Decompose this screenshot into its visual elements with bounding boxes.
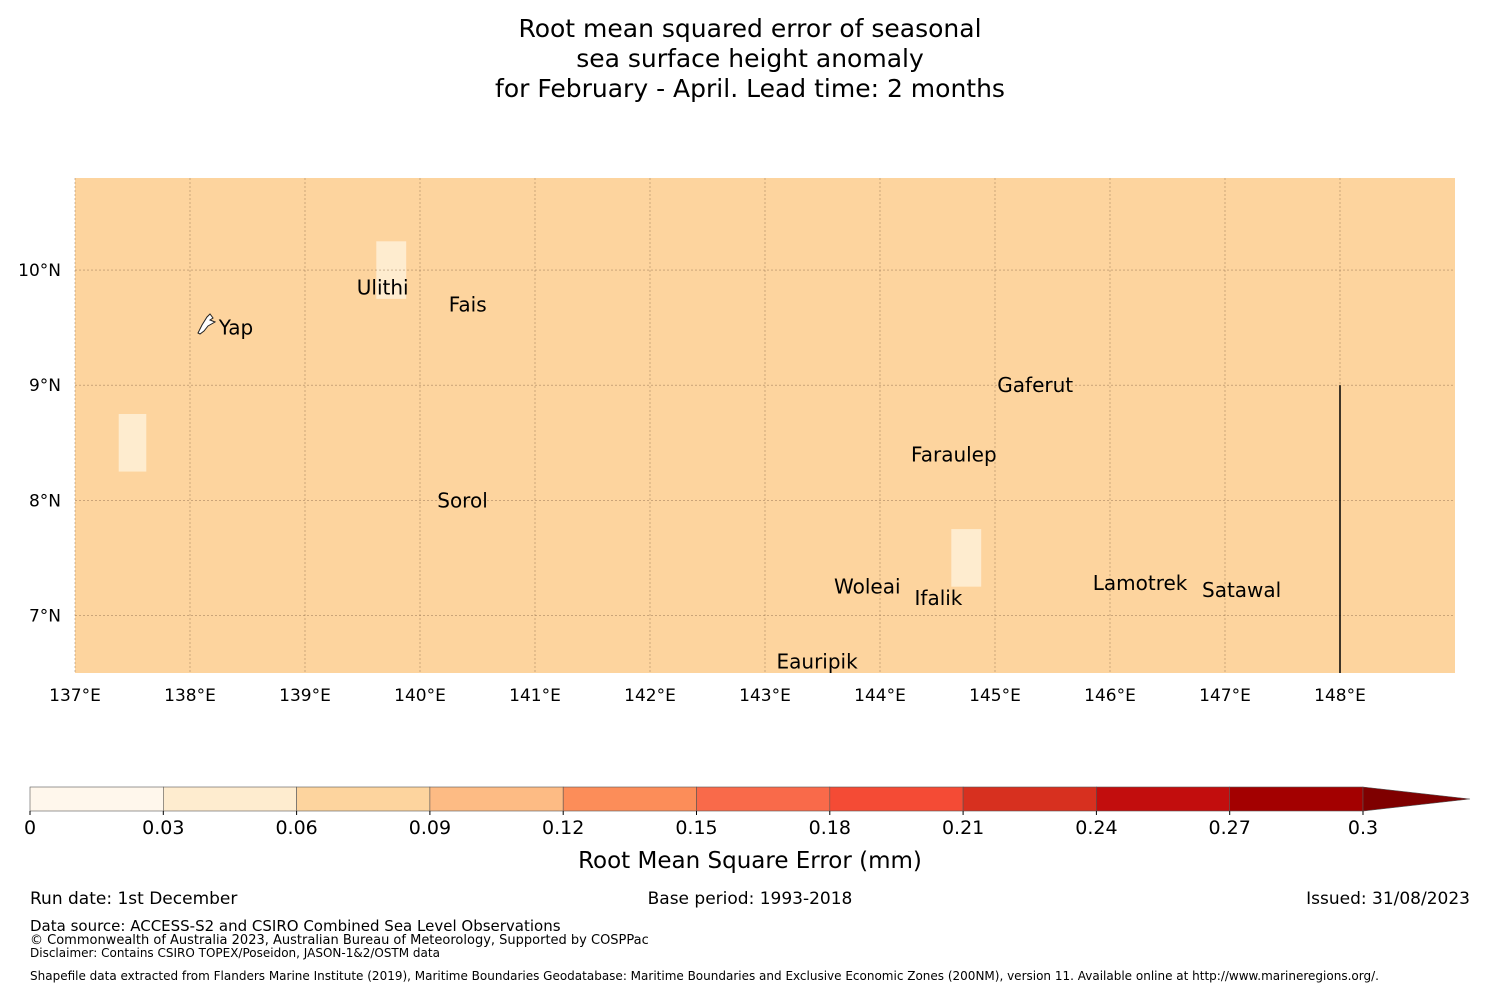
rmse-cell-9 bbox=[1096, 471, 1239, 501]
colorbar-swatch-4 bbox=[562, 786, 697, 812]
place-label-satawal: Satawal bbox=[1202, 578, 1281, 602]
colorbar-swatch-7 bbox=[962, 786, 1097, 812]
place-label-sorol: Sorol bbox=[437, 488, 488, 512]
colorbar-tick-label: 0.3 bbox=[1348, 817, 1378, 839]
run-date: Run date: 1st December bbox=[30, 889, 238, 909]
title-line-1: Root mean squared error of seasonal bbox=[518, 14, 982, 43]
shapefile-credit: Shapefile data extracted from Flanders M… bbox=[30, 969, 1379, 983]
colorbar-tick-label: 0.18 bbox=[809, 817, 851, 839]
lon-tick-label: 140°E bbox=[394, 686, 446, 706]
colorbar-tick-label: 0.24 bbox=[1075, 817, 1117, 839]
lon-tick-label: 137°E bbox=[49, 686, 101, 706]
copyright: © Commonwealth of Australia 2023, Austra… bbox=[30, 933, 649, 948]
colorbar-tick-label: 0.21 bbox=[942, 817, 984, 839]
place-label-gaferut: Gaferut bbox=[997, 373, 1073, 397]
lat-tick-label: 8°N bbox=[29, 491, 61, 511]
colorbar-swatch-8 bbox=[1096, 786, 1231, 812]
rmse-cell-5 bbox=[636, 413, 694, 443]
place-label-lamotrek: Lamotrek bbox=[1093, 571, 1188, 595]
colorbar-label: Root Mean Square Error (mm) bbox=[578, 848, 922, 874]
rmse-cell-6 bbox=[1066, 327, 1239, 357]
axis-tick-labels: 137°E 138°E 139°E 140°E 141°E 142°E 143°E 144°E… bbox=[18, 261, 1366, 706]
lon-tick-label: 143°E bbox=[739, 686, 791, 706]
lon-tick-label: 141°E bbox=[509, 686, 561, 706]
title-line-2: sea surface height anomaly bbox=[576, 44, 924, 73]
rmse-cell-10 bbox=[1123, 500, 1239, 530]
colorbar-swatch-2 bbox=[296, 786, 431, 812]
disclaimer: Disclaimer: Contains CSIRO TOPEX/Poseido… bbox=[30, 946, 440, 960]
colorbar-extend-arrow bbox=[1362, 786, 1471, 812]
graticule bbox=[74, 178, 1455, 673]
lon-tick-label: 138°E bbox=[164, 686, 216, 706]
colorbar-ticks: 0 0.03 0.06 0.09 0.12 0.15 0.18 0.21 0.24 0.27 0.3 bbox=[24, 811, 1378, 839]
islands bbox=[197, 313, 217, 335]
colorbar-swatch-9 bbox=[1229, 786, 1364, 812]
place-label-woleai: Woleai bbox=[834, 575, 901, 599]
chart-title: Root mean squared error of seasonal sea … bbox=[0, 14, 1500, 104]
lon-tick-label: 146°E bbox=[1084, 686, 1136, 706]
lon-tick-label: 148°E bbox=[1314, 686, 1366, 706]
rmse-cell-3 bbox=[491, 442, 549, 472]
colorbar-swatch-0 bbox=[29, 786, 164, 812]
place-label-yap: Yap bbox=[218, 316, 253, 340]
yap-island-icon bbox=[197, 313, 217, 335]
colorbar-tick-label: 0.09 bbox=[409, 817, 451, 839]
colorbar-tick-label: 0 bbox=[24, 817, 36, 839]
rmse-cell-8 bbox=[1066, 442, 1269, 472]
lon-tick-label: 142°E bbox=[624, 686, 676, 706]
place-label-ulithi: Ulithi bbox=[357, 275, 409, 299]
lon-tick-label: 139°E bbox=[279, 686, 331, 706]
rmse-cell-4 bbox=[548, 413, 637, 472]
rmse-cell-7 bbox=[1038, 356, 1269, 443]
base-period: Base period: 1993-2018 bbox=[647, 889, 853, 909]
colorbar-tick-label: 0.27 bbox=[1209, 817, 1251, 839]
lon-tick-label: 145°E bbox=[969, 686, 1021, 706]
colorbar-tick-label: 0.06 bbox=[275, 817, 317, 839]
place-label-fais: Fais bbox=[449, 293, 487, 317]
lat-tick-label: 9°N bbox=[29, 376, 61, 396]
colorbar-swatch-3 bbox=[429, 786, 564, 812]
issued-date: Issued: 31/08/2023 bbox=[1306, 889, 1470, 909]
colorbar-swatch-5 bbox=[696, 786, 831, 812]
colorbar-tick-label: 0.03 bbox=[142, 817, 184, 839]
rmse-cells bbox=[118, 241, 1269, 587]
map-plot: Ulithi Fais Yap Gaferut Faraulep Sorol Woleai I… bbox=[18, 178, 1455, 706]
data-source: Data source: ACCESS-S2 and CSIRO Combine… bbox=[30, 917, 561, 935]
place-label-eauripik: Eauripik bbox=[777, 649, 859, 673]
colorbar-swatches bbox=[29, 786, 1471, 812]
rmse-cell-2 bbox=[951, 529, 982, 587]
lon-tick-label: 144°E bbox=[854, 686, 906, 706]
title-line-3: for February - April. Lead time: 2 month… bbox=[495, 74, 1005, 103]
place-label-faraulep: Faraulep bbox=[911, 442, 997, 466]
colorbar-tick-label: 0.15 bbox=[675, 817, 717, 839]
lat-tick-label: 10°N bbox=[18, 261, 61, 281]
colorbar-swatch-1 bbox=[163, 786, 297, 812]
place-label-ifalik: Ifalik bbox=[915, 586, 963, 610]
colorbar-swatch-6 bbox=[829, 786, 964, 812]
lat-tick-label: 7°N bbox=[29, 606, 61, 626]
place-labels: Ulithi Fais Yap Gaferut Faraulep Sorol Woleai I… bbox=[218, 275, 1281, 673]
lon-tick-label: 147°E bbox=[1199, 686, 1251, 706]
rmse-cell-0 bbox=[118, 413, 147, 472]
colorbar-tick-label: 0.12 bbox=[542, 817, 584, 839]
